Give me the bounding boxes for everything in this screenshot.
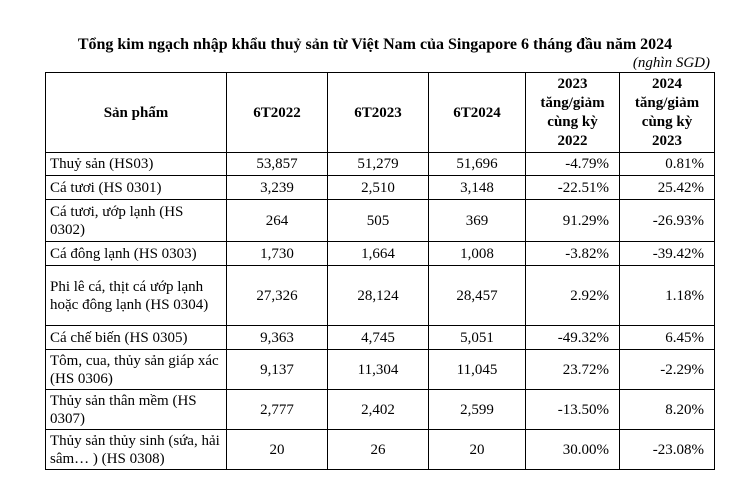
value-6t2024: 51,696: [428, 152, 526, 176]
change-2023: -3.82%: [525, 241, 620, 266]
product-cell: Cá đông lạnh (HS 0303): [45, 241, 227, 266]
change-2023: 23.72%: [525, 349, 620, 390]
value-6t2022: 1,730: [226, 241, 328, 266]
change-2023: 91.29%: [525, 199, 620, 242]
table-row: Thủy sản thân mềm (HS 0307) 2,777 2,402 …: [45, 389, 715, 430]
header-change-2023: 2023 tăng/giảm cùng kỳ 2022: [525, 72, 620, 153]
change-2023: -4.79%: [525, 152, 620, 176]
change-2023: 2.92%: [525, 265, 620, 326]
header-change-2024-line: tăng/giảm: [634, 94, 700, 111]
value-6t2023: 26: [327, 429, 429, 470]
value-6t2024: 3,148: [428, 175, 526, 200]
header-change-2024-line: 2023: [652, 132, 682, 149]
change-2024: -2.29%: [619, 349, 715, 390]
unit-label: (nghìn SGD): [632, 55, 710, 71]
product-cell: Thủy sản thủy sinh (sứa, hải sâm… ) (HS …: [45, 429, 227, 470]
value-6t2023: 505: [327, 199, 429, 242]
value-6t2023: 28,124: [327, 265, 429, 326]
header-change-2024: 2024 tăng/giảm cùng kỳ 2023: [619, 72, 715, 153]
header-6t2024: 6T2024: [428, 72, 526, 153]
value-6t2022: 264: [226, 199, 328, 242]
product-cell: Cá chế biến (HS 0305): [45, 325, 227, 350]
change-2024: 8.20%: [619, 389, 715, 430]
product-cell: Tôm, cua, thủy sản giáp xác (HS 0306): [45, 349, 227, 390]
table-row: Cá đông lạnh (HS 0303) 1,730 1,664 1,008…: [45, 241, 715, 266]
header-change-2023-line: tăng/giảm: [540, 94, 605, 111]
value-6t2023: 51,279: [327, 152, 429, 176]
value-6t2023: 2,402: [327, 389, 429, 430]
change-2024: 1.18%: [619, 265, 715, 326]
header-change-2023-line: cùng kỳ: [547, 113, 598, 130]
value-6t2022: 3,239: [226, 175, 328, 200]
value-6t2024: 28,457: [428, 265, 526, 326]
table-title: Tổng kim ngạch nhập khẩu thuỷ sản từ Việ…: [77, 36, 673, 53]
value-6t2022: 9,137: [226, 349, 328, 390]
value-6t2022: 2,777: [226, 389, 328, 430]
table-row: Tôm, cua, thủy sản giáp xác (HS 0306) 9,…: [45, 349, 715, 390]
value-6t2024: 2,599: [428, 389, 526, 430]
header-change-2024-line: 2024: [652, 75, 682, 92]
product-cell: Phi lê cá, thịt cá ướp lạnh hoặc đông lạ…: [45, 265, 227, 326]
change-2023: -22.51%: [525, 175, 620, 200]
header-change-2023-line: 2023: [557, 75, 588, 92]
header-product: Sản phẩm: [45, 72, 227, 153]
value-6t2022: 27,326: [226, 265, 328, 326]
change-2024: 0.81%: [619, 152, 715, 176]
header-change-2024-line: cùng kỳ: [641, 113, 693, 130]
change-2023: -49.32%: [525, 325, 620, 350]
product-cell: Cá tươi, ướp lạnh (HS 0302): [45, 199, 227, 242]
value-6t2024: 5,051: [428, 325, 526, 350]
value-6t2024: 369: [428, 199, 526, 242]
table-row: Cá chế biến (HS 0305) 9,363 4,745 5,051 …: [45, 325, 715, 350]
change-2023: -13.50%: [525, 389, 620, 430]
import-table: Sản phẩm 6T2022 6T2023 6T2024 2023 tăng/…: [45, 72, 715, 470]
header-6t2023: 6T2023: [327, 72, 429, 153]
change-2024: -39.42%: [619, 241, 715, 266]
value-6t2024: 11,045: [428, 349, 526, 390]
value-6t2024: 20: [428, 429, 526, 470]
table-row: Cá tươi, ướp lạnh (HS 0302) 264 505 369 …: [45, 199, 715, 242]
change-2024: -26.93%: [619, 199, 715, 242]
value-6t2023: 11,304: [327, 349, 429, 390]
value-6t2024: 1,008: [428, 241, 526, 266]
product-cell: Thuỷ sản (HS03): [45, 152, 227, 176]
header-row: Sản phẩm 6T2022 6T2023 6T2024 2023 tăng/…: [45, 72, 715, 153]
value-6t2023: 4,745: [327, 325, 429, 350]
value-6t2022: 9,363: [226, 325, 328, 350]
table-row: Phi lê cá, thịt cá ướp lạnh hoặc đông lạ…: [45, 265, 715, 326]
product-cell: Thủy sản thân mềm (HS 0307): [45, 389, 227, 430]
header-6t2022: 6T2022: [226, 72, 328, 153]
header-change-2023-line: 2022: [557, 132, 588, 149]
value-6t2023: 1,664: [327, 241, 429, 266]
value-6t2023: 2,510: [327, 175, 429, 200]
table-row: Thuỷ sản (HS03) 53,857 51,279 51,696 -4.…: [45, 152, 715, 176]
value-6t2022: 53,857: [226, 152, 328, 176]
table-row: Thủy sản thủy sinh (sứa, hải sâm… ) (HS …: [45, 429, 715, 470]
change-2024: 6.45%: [619, 325, 715, 350]
change-2023: 30.00%: [525, 429, 620, 470]
change-2024: 25.42%: [619, 175, 715, 200]
value-6t2022: 20: [226, 429, 328, 470]
product-cell: Cá tươi (HS 0301): [45, 175, 227, 200]
table-row: Cá tươi (HS 0301) 3,239 2,510 3,148 -22.…: [45, 175, 715, 200]
change-2024: -23.08%: [619, 429, 715, 470]
